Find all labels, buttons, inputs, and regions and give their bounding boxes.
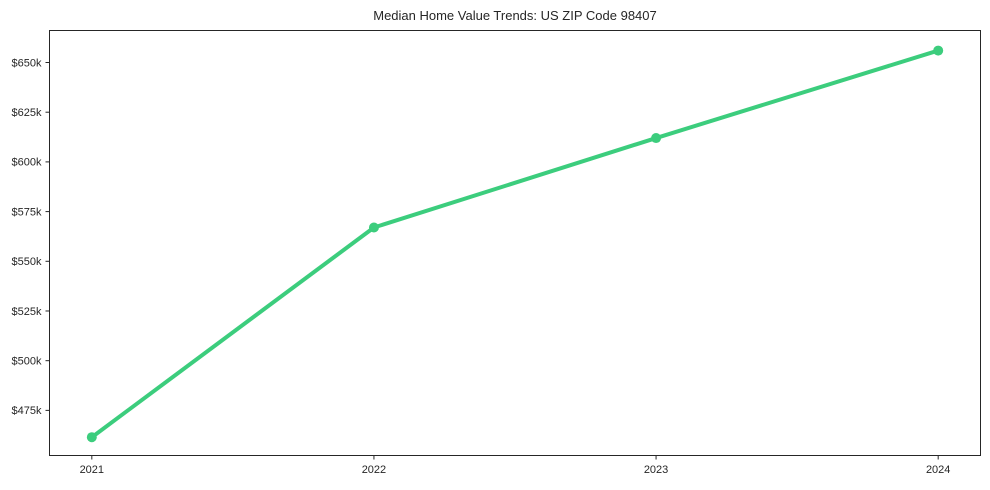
x-tick-label: 2022 [362, 464, 386, 476]
y-tick-label: $650k [12, 57, 42, 69]
x-tick-label: 2024 [926, 464, 950, 476]
data-point-marker [933, 45, 944, 56]
y-tick-label: $575k [12, 206, 42, 218]
data-point-marker [651, 133, 662, 144]
y-tick-label: $500k [12, 355, 42, 367]
y-tick-label: $600k [12, 157, 42, 169]
trend-line [89, 48, 941, 440]
y-tick-label: $475k [12, 405, 42, 417]
x-tick-label: 2023 [644, 464, 668, 476]
data-point-marker [86, 432, 97, 443]
x-tick-label: 2021 [80, 464, 104, 476]
y-tick-label: $525k [12, 306, 42, 318]
y-tick-label: $625k [12, 107, 42, 119]
y-tick-label: $550k [12, 256, 42, 268]
data-point-marker [368, 222, 379, 233]
plot-border [49, 30, 981, 456]
chart-title: Median Home Value Trends: US ZIP Code 98… [373, 8, 657, 23]
